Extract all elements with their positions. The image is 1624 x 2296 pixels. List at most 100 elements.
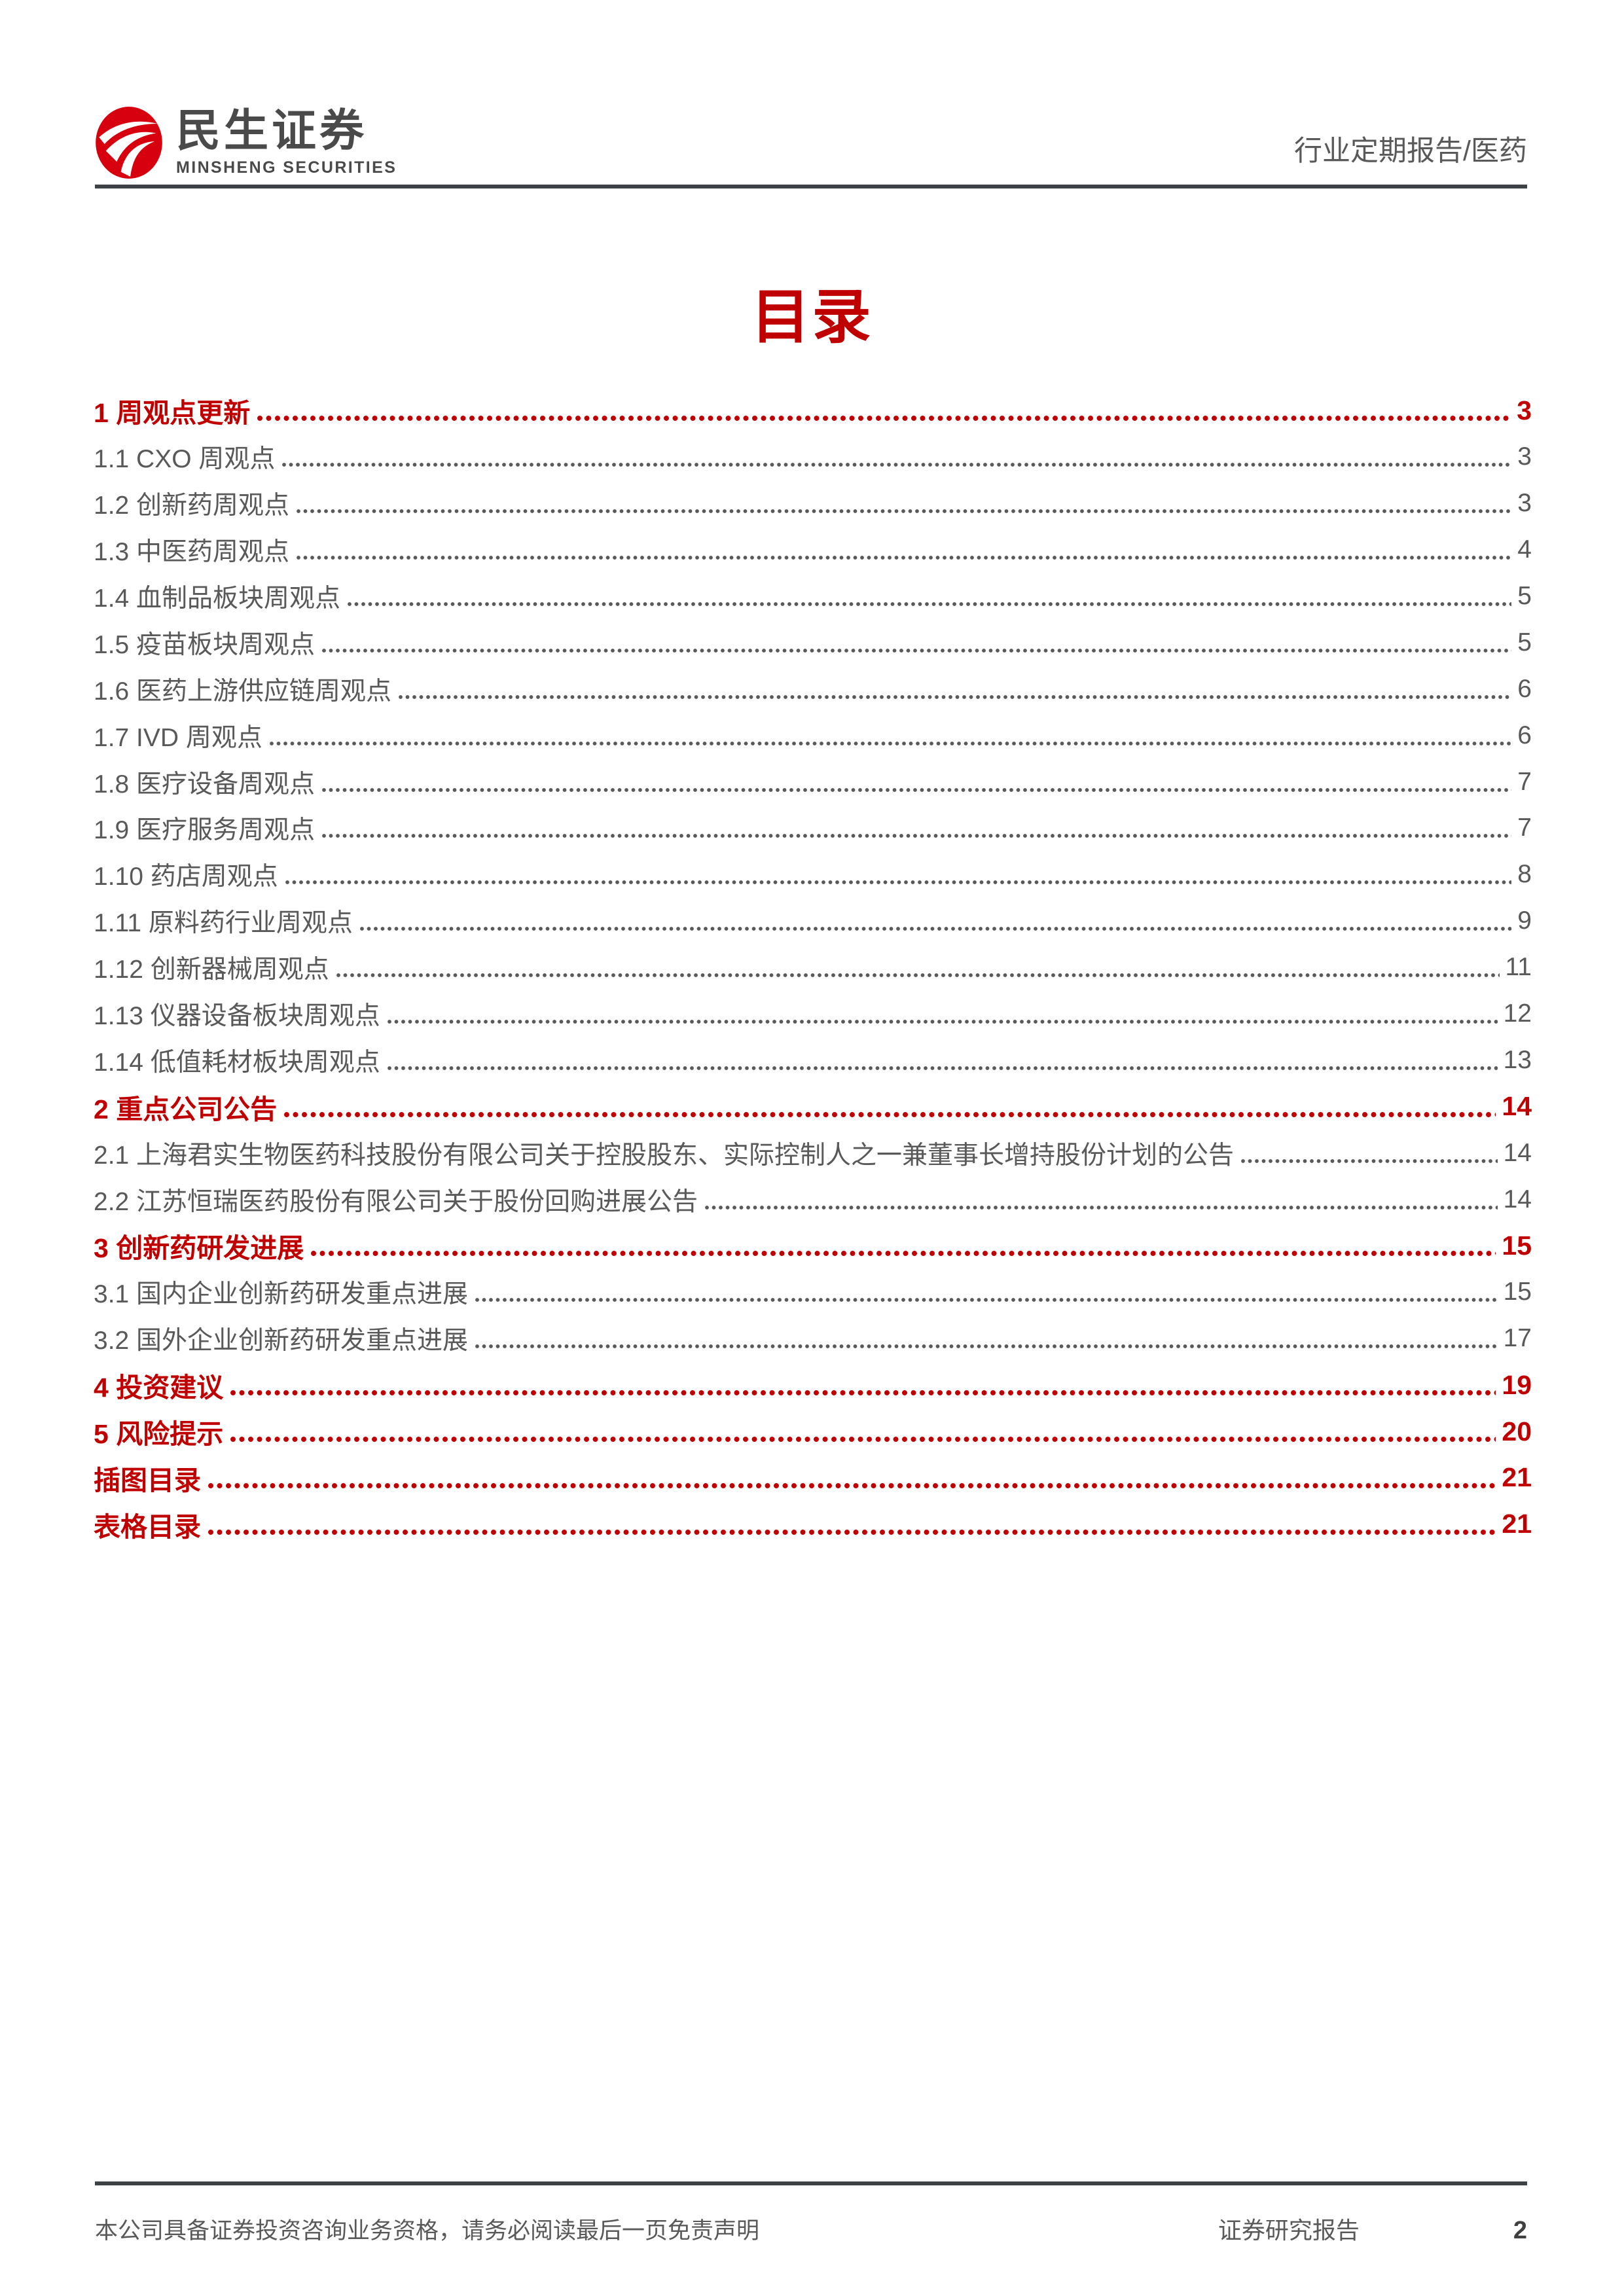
toc-entry[interactable]: 1.9 医疗服务周观点 7 <box>94 805 1532 852</box>
toc-entry-page: 5 <box>1517 582 1532 610</box>
toc-entry-label: 1.13 仪器设备板块周观点 <box>94 1002 380 1031</box>
toc-entry[interactable]: 1.12 创新器械周观点 11 <box>94 944 1532 991</box>
toc-entry[interactable]: 4 投资建议 19 <box>94 1362 1532 1408</box>
toc-entry[interactable]: 1.3 中医药周观点 4 <box>94 527 1532 573</box>
toc-entry-label: 3 创新药研发进展 <box>94 1233 304 1264</box>
dotted-leader <box>230 1417 1496 1446</box>
toc-entry-label: 2.2 江苏恒瑞医药股份有限公司关于股份回购进展公告 <box>94 1187 698 1216</box>
page-title: 目录 <box>751 285 873 350</box>
dotted-leader <box>705 1185 1498 1214</box>
toc-entry[interactable]: 2.2 江苏恒瑞医药股份有限公司关于股份回购进展公告 14 <box>94 1176 1532 1223</box>
toc-entry[interactable]: 1.7 IVD 周观点 6 <box>94 712 1532 759</box>
dotted-leader <box>322 814 1512 842</box>
toc-entry-page: 12 <box>1503 999 1532 1028</box>
toc-entry-label: 1.8 医疗设备周观点 <box>94 770 316 798</box>
toc-entry-page: 21 <box>1502 1509 1532 1539</box>
toc-entry[interactable]: 1.6 医药上游供应链周观点 6 <box>94 666 1532 712</box>
toc-entry[interactable]: 1.14 低值耗材板块周观点 13 <box>94 1037 1532 1083</box>
toc-entry[interactable]: 1.13 仪器设备板块周观点 12 <box>94 991 1532 1037</box>
toc-entry-label: 2.1 上海君实生物医药科技股份有限公司关于控股股东、实际控制人之一兼董事长增持… <box>94 1141 1235 1170</box>
report-type-label: 行业定期报告/医药 <box>1294 135 1527 167</box>
toc-entry[interactable]: 1.4 血制品板块周观点 5 <box>94 573 1532 620</box>
toc-entry-label: 1.4 血制品板块周观点 <box>94 584 341 613</box>
dotted-leader <box>311 1231 1496 1260</box>
toc-entry-label: 3.2 国外企业创新药研发重点进展 <box>94 1327 469 1355</box>
toc-entry-page: 4 <box>1517 535 1532 564</box>
dotted-leader <box>208 1510 1496 1539</box>
toc-entry[interactable]: 1.10 药店周观点 8 <box>94 852 1532 898</box>
dotted-leader <box>297 535 1512 564</box>
toc-entry-label: 4 投资建议 <box>94 1372 224 1403</box>
dotted-leader <box>282 442 1512 471</box>
toc-entry-page: 21 <box>1502 1462 1532 1493</box>
toc-entry-page: 15 <box>1503 1278 1532 1306</box>
toc-entry[interactable]: 1 周观点更新 3 <box>94 387 1532 434</box>
toc-entry[interactable]: 1.2 创新药周观点 3 <box>94 480 1532 527</box>
toc-entry[interactable]: 1.8 医疗设备周观点 7 <box>94 759 1532 805</box>
toc-entry-label: 1.1 CXO 周观点 <box>94 445 276 474</box>
dotted-leader <box>230 1371 1496 1399</box>
minsheng-logo-icon <box>96 107 162 179</box>
toc-entry[interactable]: 5 风险提示 20 <box>94 1408 1532 1455</box>
toc-entry[interactable]: 3 创新药研发进展 15 <box>94 1223 1532 1269</box>
dotted-leader <box>475 1324 1498 1353</box>
toc-entry[interactable]: 3.2 国外企业创新药研发重点进展 17 <box>94 1316 1532 1362</box>
toc-entry-page: 3 <box>1517 442 1532 471</box>
toc-entry[interactable]: 1.1 CXO 周观点 3 <box>94 434 1532 480</box>
dotted-leader <box>336 953 1500 982</box>
toc-entry-label: 3.1 国内企业创新药研发重点进展 <box>94 1280 469 1309</box>
toc-entry[interactable]: 3.1 国内企业创新药研发重点进展 15 <box>94 1269 1532 1316</box>
toc-entry-page: 7 <box>1517 814 1532 842</box>
dotted-leader <box>297 489 1512 518</box>
toc-entry-label: 2 重点公司公告 <box>94 1094 278 1124</box>
toc-entry-page: 14 <box>1503 1185 1532 1213</box>
toc-entry-label: 1.12 创新器械周观点 <box>94 956 329 984</box>
toc-entry-label: 5 风险提示 <box>94 1419 224 1450</box>
toc-entry[interactable]: 2 重点公司公告 14 <box>94 1083 1532 1130</box>
toc-entry-page: 3 <box>1517 489 1532 518</box>
toc-entry-page: 6 <box>1517 674 1532 703</box>
dotted-leader <box>399 675 1512 704</box>
logo-name-en: MINSHENG SECURITIES <box>176 158 397 177</box>
toc-entry-label: 1.3 中医药周观点 <box>94 538 290 567</box>
toc-entry-page: 15 <box>1502 1230 1532 1261</box>
dotted-leader <box>475 1278 1498 1306</box>
toc-entry[interactable]: 1.5 疫苗板块周观点 5 <box>94 619 1532 666</box>
toc-entry-label: 1.11 原料药行业周观点 <box>94 909 353 938</box>
toc-entry[interactable]: 2.1 上海君实生物医药科技股份有限公司关于控股股东、实际控制人之一兼董事长增持… <box>94 1130 1532 1176</box>
toc-entry[interactable]: 插图目录 21 <box>94 1454 1532 1501</box>
toc-entry-label: 1.10 药店周观点 <box>94 863 278 891</box>
dotted-leader <box>322 768 1512 797</box>
toc-entry-label: 插图目录 <box>94 1465 201 1496</box>
toc-entry[interactable]: 表格目录 21 <box>94 1501 1532 1547</box>
company-logo: 民生证券 MINSHENG SECURITIES <box>95 106 397 185</box>
toc-entry-page: 9 <box>1517 906 1532 935</box>
toc-entry-page: 19 <box>1502 1369 1532 1400</box>
toc-entry-label: 1.2 创新药周观点 <box>94 492 290 520</box>
toc-entry-page: 7 <box>1517 767 1532 796</box>
dotted-leader <box>208 1463 1496 1492</box>
toc-entry-label: 1.6 医药上游供应链周观点 <box>94 677 392 706</box>
dotted-leader <box>322 628 1512 657</box>
dotted-leader <box>284 1092 1496 1121</box>
toc-entry-page: 8 <box>1517 860 1532 889</box>
dotted-leader <box>257 396 1511 425</box>
page-header: 民生证券 MINSHENG SECURITIES 行业定期报告/医药 <box>95 85 1527 188</box>
footer-right-group: 证券研究报告 2 <box>1218 2212 1527 2246</box>
toc-entry-page: 14 <box>1502 1091 1532 1122</box>
dotted-leader <box>285 860 1512 889</box>
dotted-leader <box>269 721 1512 750</box>
footer-report-label: 证券研究报告 <box>1218 2217 1360 2244</box>
toc-entry-label: 1.9 医疗服务周观点 <box>94 816 316 845</box>
toc-entry-label: 1.7 IVD 周观点 <box>94 723 262 752</box>
footer-disclaimer: 本公司具备证券投资咨询业务资格，请务必阅读最后一页免责声明 <box>95 2218 760 2244</box>
toc-entry-page: 11 <box>1505 953 1532 982</box>
toc-entry-page: 3 <box>1517 395 1532 425</box>
page-number: 2 <box>1513 2217 1527 2244</box>
logo-text: 民生证券 MINSHENG SECURITIES <box>176 107 397 177</box>
toc-entry[interactable]: 1.11 原料药行业周观点 9 <box>94 898 1532 944</box>
toc-entry-page: 17 <box>1503 1324 1532 1353</box>
toc-list: 1 周观点更新 3 1.1 CXO 周观点 3 1.2 创新药周观点 3 1.3 中医药周观… <box>94 387 1532 1547</box>
dotted-leader <box>387 1046 1498 1075</box>
